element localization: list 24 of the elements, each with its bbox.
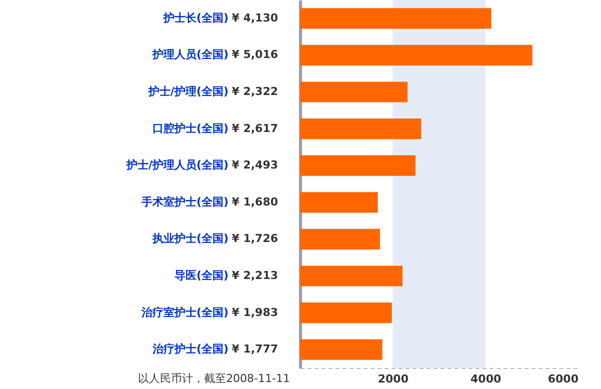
data-label: ¥ 2,213 (232, 269, 278, 282)
data-label: ¥ 1,983 (232, 306, 278, 319)
x-tick-label: 2000 (378, 372, 409, 386)
x-tick-label: 4000 (470, 372, 502, 386)
data-label: ¥ 5,016 (232, 48, 278, 62)
data-label: ¥ 2,493 (232, 158, 278, 172)
y-tick-label: 口腔护士(全国) (152, 122, 228, 135)
y-tick-label: 治疗护士(全国) (151, 342, 228, 356)
data-label: ¥ 2,322 (232, 85, 278, 98)
y-tick-label: 手术室护士(全国) (140, 195, 228, 208)
data-label: ¥ 4,130 (232, 11, 278, 24)
data-label: ¥ 1,680 (232, 195, 278, 208)
data-label: ¥ 2,617 (232, 122, 278, 135)
y-tick-label: 护理人员(全国) (151, 48, 228, 62)
x-tick-label: 6000 (548, 372, 579, 386)
data-label: ¥ 1,777 (232, 342, 278, 356)
y-tick-label: 执业护士(全国) (151, 232, 228, 246)
y-tick-label: 导医(全国) (174, 269, 228, 282)
y-tick-label: 护士长(全国) (162, 11, 228, 24)
text: 以人民币计，截至2008-11-11 (138, 372, 290, 385)
y-tick-label: 治疗室护士(全国) (140, 306, 228, 319)
y-tick-label: 护士/护理人员(全国) (125, 158, 228, 172)
data-label: ¥ 1,726 (232, 232, 278, 246)
y-tick-label: 护士/护理(全国) (147, 85, 228, 98)
